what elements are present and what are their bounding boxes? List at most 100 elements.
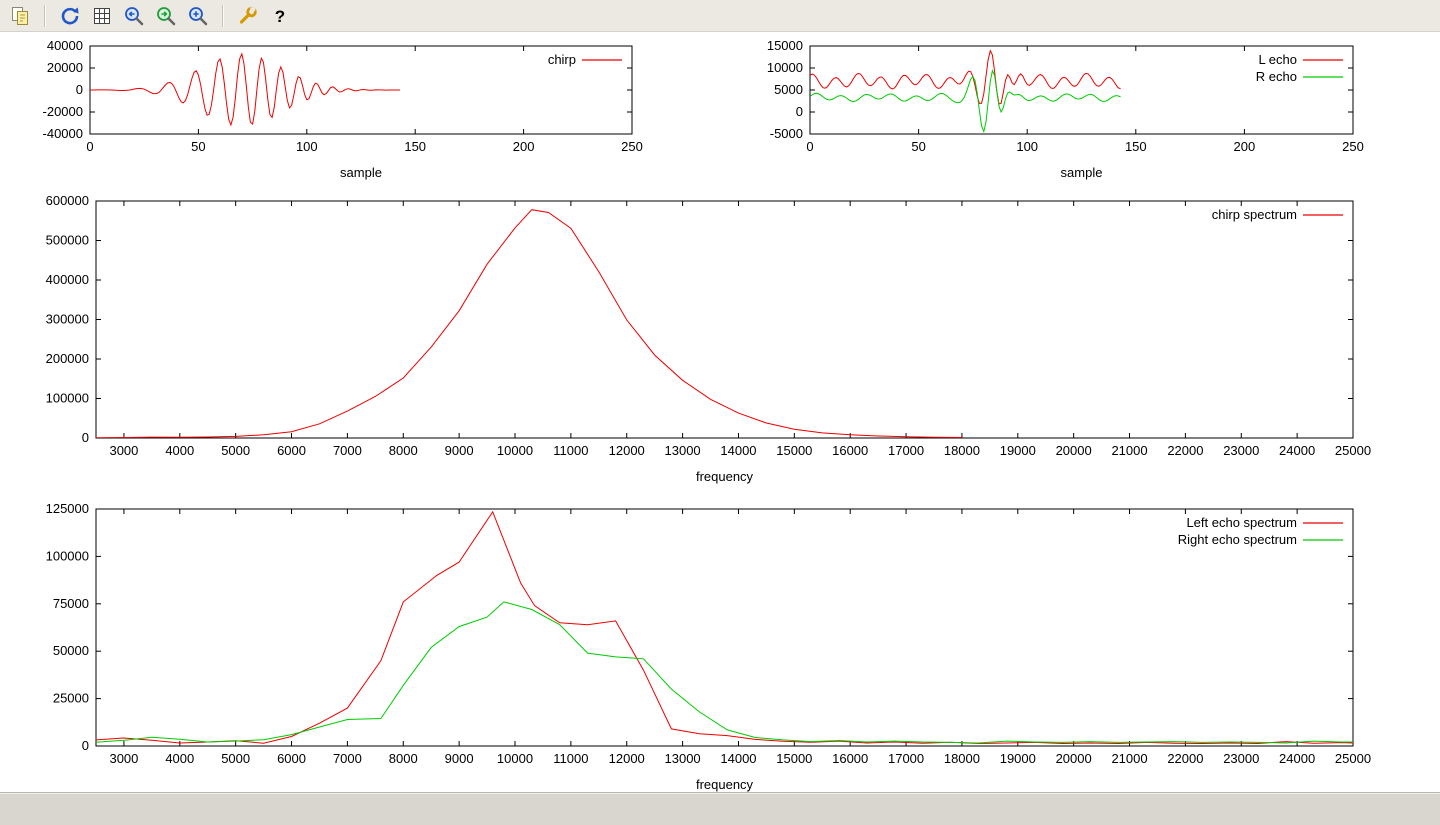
grid-icon <box>91 5 113 27</box>
x-axis-title: sample <box>340 165 382 180</box>
x-tick-label: 21000 <box>1111 751 1147 766</box>
x-tick-label: 6000 <box>277 443 306 458</box>
x-tick-label: 100 <box>296 139 318 154</box>
x-tick-label: 16000 <box>832 751 868 766</box>
y-tick-label: 0 <box>796 104 803 119</box>
x-tick-label: 13000 <box>665 751 701 766</box>
series-line-r-echo <box>810 68 1121 134</box>
toolbar-separator <box>44 4 46 27</box>
y-tick-label: 600000 <box>46 193 89 208</box>
x-tick-label: 200 <box>1234 139 1256 154</box>
config-button[interactable] <box>234 2 262 30</box>
x-tick-label: 23000 <box>1223 443 1259 458</box>
toolbar-separator <box>222 4 224 27</box>
x-axis-title: frequency <box>696 777 754 792</box>
x-tick-label: 15000 <box>776 443 812 458</box>
x-tick-label: 14000 <box>720 751 756 766</box>
x-tick-label: 0 <box>806 139 813 154</box>
x-tick-label: 24000 <box>1279 751 1315 766</box>
plots-canvas[interactable]: 0 50 100 150 200 250-40000-2000002000040000sa… <box>0 33 1440 792</box>
x-tick-label: 18000 <box>944 751 980 766</box>
x-tick-label: 11000 <box>553 751 588 766</box>
y-tick-label: 400000 <box>46 272 89 287</box>
copy-button[interactable] <box>6 2 34 30</box>
help-button[interactable]: ? <box>266 2 294 30</box>
toolbar: ? <box>0 0 1440 32</box>
x-tick-label: 3000 <box>109 751 138 766</box>
legend-label: chirp <box>548 52 576 67</box>
series-line-right-echo-spectrum <box>96 601 1353 744</box>
zoom-next-button[interactable] <box>152 2 180 30</box>
x-tick-label: 4000 <box>165 443 194 458</box>
y-tick-label: 200000 <box>46 351 89 366</box>
x-tick-label: 7000 <box>333 443 362 458</box>
y-tick-label: 500000 <box>46 233 89 248</box>
svg-text:?: ? <box>275 7 285 26</box>
legend-label: L echo <box>1258 52 1297 67</box>
x-tick-label: 10000 <box>497 751 533 766</box>
x-tick-label: 25000 <box>1335 751 1371 766</box>
plot-area: 0 50 100 150 200 250 -40000 -20000 0 20000 40000 sa… <box>0 33 1440 792</box>
x-tick-label: 4000 <box>165 751 194 766</box>
y-tick-label: 25000 <box>53 691 89 706</box>
y-tick-label: 100000 <box>46 548 89 563</box>
x-tick-label: 15000 <box>776 751 812 766</box>
plot-border <box>95 508 1354 747</box>
x-tick-label: 8000 <box>389 443 418 458</box>
grid-button[interactable] <box>88 2 116 30</box>
x-tick-label: 16000 <box>832 443 868 458</box>
x-tick-label: 3000 <box>109 443 138 458</box>
plot-chirp-spectrum: 3000 4000 5000 6000 7000 8000 9000 10000 11000 12… <box>46 193 1371 484</box>
y-tick-label: 75000 <box>53 596 89 611</box>
x-tick-label: 19000 <box>1000 751 1036 766</box>
y-tick-label: -40000 <box>43 126 83 141</box>
x-tick-label: 8000 <box>389 751 418 766</box>
x-tick-label: 24000 <box>1279 443 1315 458</box>
x-tick-label: 5000 <box>221 751 250 766</box>
x-tick-label: 12000 <box>609 751 645 766</box>
y-tick-label: 10000 <box>767 60 803 75</box>
x-tick-label: 50 <box>191 139 205 154</box>
config-icon <box>237 5 259 27</box>
x-tick-label: 0 <box>86 139 93 154</box>
x-tick-label: 7000 <box>333 751 362 766</box>
series-line-chirp <box>90 52 400 127</box>
x-axis-title: sample <box>1061 165 1103 180</box>
x-tick-label: 250 <box>1342 139 1364 154</box>
x-tick-label: 12000 <box>609 443 645 458</box>
y-tick-label: 300000 <box>46 312 89 327</box>
x-tick-label: 10000 <box>497 443 533 458</box>
copy-icon <box>9 5 31 27</box>
legend-label: Left echo spectrum <box>1186 515 1297 530</box>
x-tick-label: 18000 <box>944 443 980 458</box>
series-line-l-echo <box>810 49 1121 105</box>
y-tick-label: 0 <box>82 430 89 445</box>
refresh-button[interactable] <box>56 2 84 30</box>
zoom-previous-button[interactable] <box>120 2 148 30</box>
series-line-left-echo-spectrum <box>96 510 1353 745</box>
y-tick-label: -5000 <box>770 126 803 141</box>
x-tick-label: 5000 <box>221 443 250 458</box>
x-tick-label: 17000 <box>888 443 924 458</box>
legend-label: Right echo spectrum <box>1178 532 1297 547</box>
plot-echo-spectra: 3000 4000 5000 6000 7000 8000 9000 10000 11000 12… <box>46 501 1371 792</box>
x-tick-label: 150 <box>404 139 426 154</box>
y-tick-label: 15000 <box>767 38 803 53</box>
x-tick-label: 19000 <box>1000 443 1036 458</box>
x-tick-label: 20000 <box>1056 443 1092 458</box>
x-tick-label: 14000 <box>720 443 756 458</box>
y-tick-label: -20000 <box>43 104 83 119</box>
y-tick-label: 0 <box>76 82 83 97</box>
plot-echo-signals: 0 50 100 150 200 250-5000050001000015000sampl… <box>767 38 1364 180</box>
x-tick-label: 13000 <box>665 443 701 458</box>
refresh-icon <box>59 5 81 27</box>
y-tick-label: 0 <box>82 738 89 753</box>
y-tick-label: 125000 <box>46 501 89 516</box>
x-tick-label: 50 <box>911 139 925 154</box>
legend-label: chirp spectrum <box>1212 207 1297 222</box>
x-tick-label: 9000 <box>445 751 474 766</box>
autoscale-icon <box>187 5 209 27</box>
autoscale-button[interactable] <box>184 2 212 30</box>
zoom-previous-icon <box>123 5 145 27</box>
